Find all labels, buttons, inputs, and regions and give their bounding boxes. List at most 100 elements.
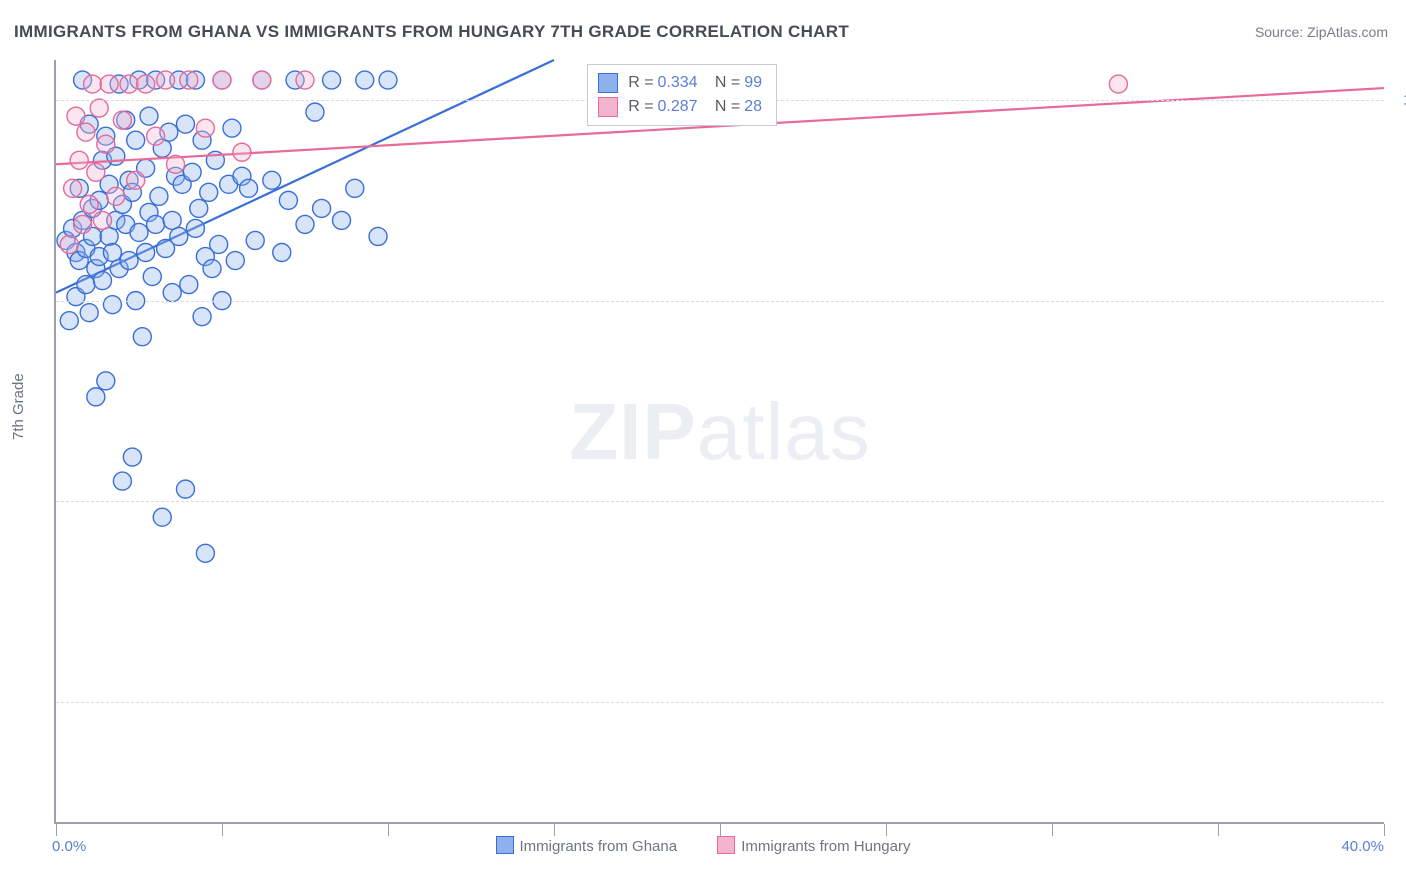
stats-swatch bbox=[598, 73, 618, 93]
data-point bbox=[77, 123, 95, 141]
data-point bbox=[279, 191, 297, 209]
data-point bbox=[60, 312, 78, 330]
data-point bbox=[67, 107, 85, 125]
stats-R-label: R = bbox=[628, 95, 653, 119]
data-point bbox=[137, 244, 155, 262]
data-point bbox=[84, 75, 102, 93]
x-tick bbox=[388, 824, 389, 836]
data-point bbox=[103, 244, 121, 262]
y-tick-label: 95.0% bbox=[1394, 292, 1406, 309]
y-tick-label: 100.0% bbox=[1394, 92, 1406, 109]
data-point bbox=[127, 171, 145, 189]
x-tick bbox=[886, 824, 887, 836]
gridline bbox=[56, 301, 1384, 302]
y-tick-label: 85.0% bbox=[1394, 693, 1406, 710]
legend-item-ghana: Immigrants from Ghana bbox=[496, 838, 682, 855]
data-point bbox=[333, 211, 351, 229]
source-prefix: Source: bbox=[1255, 24, 1307, 40]
legend-label-ghana: Immigrants from Ghana bbox=[520, 838, 678, 855]
data-point bbox=[180, 276, 198, 294]
data-point bbox=[103, 296, 121, 314]
stats-N-value: 28 bbox=[744, 95, 762, 119]
data-point bbox=[1109, 75, 1127, 93]
data-point bbox=[133, 328, 151, 346]
data-point bbox=[180, 71, 198, 89]
data-point bbox=[113, 472, 131, 490]
data-point bbox=[113, 111, 131, 129]
data-point bbox=[226, 252, 244, 270]
data-point bbox=[200, 183, 218, 201]
data-point bbox=[246, 231, 264, 249]
data-point bbox=[323, 71, 341, 89]
data-point bbox=[153, 508, 171, 526]
data-point bbox=[100, 227, 118, 245]
data-point bbox=[203, 260, 221, 278]
data-point bbox=[77, 276, 95, 294]
data-point bbox=[147, 215, 165, 233]
data-point bbox=[273, 244, 291, 262]
data-point bbox=[190, 199, 208, 217]
gridline bbox=[56, 501, 1384, 502]
legend-item-hungary: Immigrants from Hungary bbox=[717, 838, 910, 855]
data-point bbox=[379, 71, 397, 89]
stats-row: R = 0.334 N = 99 bbox=[598, 71, 766, 95]
data-point bbox=[356, 71, 374, 89]
stats-R-value: 0.287 bbox=[658, 95, 698, 119]
stats-R-value: 0.334 bbox=[658, 71, 698, 95]
data-point bbox=[213, 71, 231, 89]
data-point bbox=[130, 223, 148, 241]
y-axis-label: 7th Grade bbox=[10, 373, 27, 440]
plot-svg bbox=[56, 60, 1384, 822]
data-point bbox=[167, 155, 185, 173]
stats-row: R = 0.287 N = 28 bbox=[598, 95, 766, 119]
data-point bbox=[253, 71, 271, 89]
data-point bbox=[150, 187, 168, 205]
x-tick bbox=[56, 824, 57, 836]
data-point bbox=[163, 284, 181, 302]
data-point bbox=[97, 372, 115, 390]
data-point bbox=[157, 71, 175, 89]
data-point bbox=[123, 448, 141, 466]
stats-N-label: N = bbox=[702, 95, 741, 119]
data-point bbox=[87, 163, 105, 181]
data-point bbox=[210, 235, 228, 253]
data-point bbox=[176, 480, 194, 498]
data-point bbox=[70, 151, 88, 169]
data-point bbox=[64, 179, 82, 197]
x-tick bbox=[1384, 824, 1385, 836]
data-point bbox=[90, 99, 108, 117]
legend-swatch-ghana bbox=[496, 836, 514, 854]
stats-N-value: 99 bbox=[744, 71, 762, 95]
x-tick bbox=[720, 824, 721, 836]
data-point bbox=[74, 215, 92, 233]
x-tick bbox=[1052, 824, 1053, 836]
x-tick bbox=[1218, 824, 1219, 836]
gridline bbox=[56, 702, 1384, 703]
data-point bbox=[97, 135, 115, 153]
data-point bbox=[306, 103, 324, 121]
chart-title: IMMIGRANTS FROM GHANA VS IMMIGRANTS FROM… bbox=[14, 22, 849, 42]
data-point bbox=[296, 215, 314, 233]
y-tick-label: 90.0% bbox=[1394, 493, 1406, 510]
data-point bbox=[170, 227, 188, 245]
source-attribution: Source: ZipAtlas.com bbox=[1255, 24, 1388, 40]
data-point bbox=[143, 268, 161, 286]
data-point bbox=[127, 131, 145, 149]
data-point bbox=[93, 272, 111, 290]
stats-swatch bbox=[598, 97, 618, 117]
data-point bbox=[346, 179, 364, 197]
data-point bbox=[100, 75, 118, 93]
stats-N-label: N = bbox=[702, 71, 741, 95]
legend-label-hungary: Immigrants from Hungary bbox=[741, 838, 910, 855]
legend: Immigrants from Ghana Immigrants from Hu… bbox=[0, 836, 1406, 855]
data-point bbox=[196, 544, 214, 562]
data-point bbox=[60, 235, 78, 253]
data-point bbox=[87, 388, 105, 406]
data-point bbox=[186, 219, 204, 237]
data-point bbox=[80, 304, 98, 322]
data-point bbox=[313, 199, 331, 217]
data-point bbox=[120, 75, 138, 93]
correlation-stats-box: R = 0.334 N = 99R = 0.287 N = 28 bbox=[587, 64, 777, 126]
data-point bbox=[107, 187, 125, 205]
source-name: ZipAtlas.com bbox=[1307, 24, 1388, 40]
